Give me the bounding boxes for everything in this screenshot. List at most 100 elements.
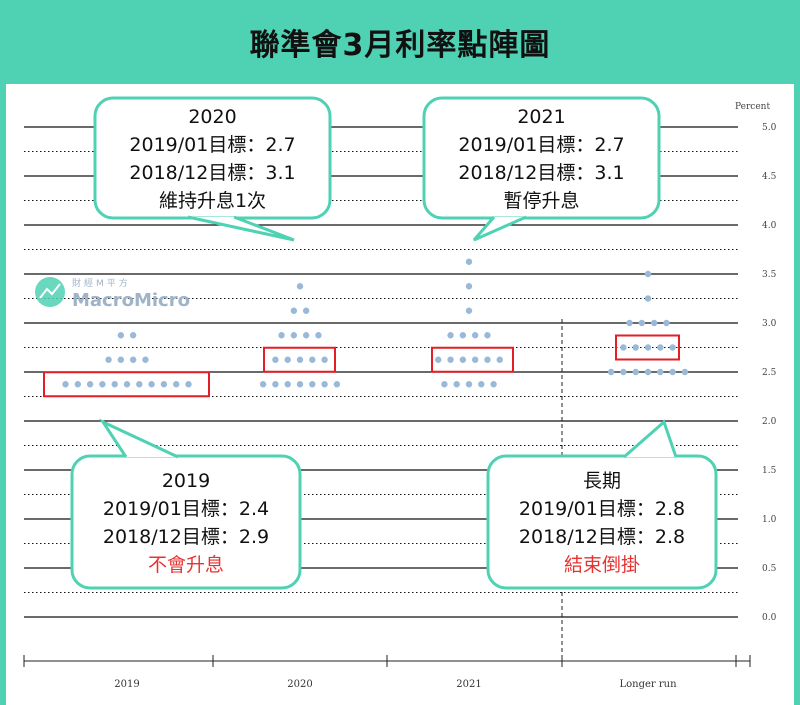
logo-brand-text: MacroMicro xyxy=(72,290,190,311)
fomc-dot xyxy=(465,283,473,290)
callout-text-line: 2018/12目標：3.1 xyxy=(129,162,295,184)
fomc-dot xyxy=(290,307,298,314)
callout-text-line: 2018/12目標：2.9 xyxy=(103,526,269,548)
fomc-dot xyxy=(309,381,316,388)
fomc-dot xyxy=(644,295,652,302)
callout-tail xyxy=(187,215,295,242)
fomc-dot xyxy=(296,283,304,290)
median-highlight-box xyxy=(431,346,514,373)
callout-tail-fill xyxy=(624,422,676,457)
callout-text-line: 2018/12目標：3.1 xyxy=(458,162,624,184)
fomc-dot xyxy=(681,368,689,376)
fomc-dot xyxy=(315,332,322,339)
fomc-dot xyxy=(111,381,118,388)
fomc-dot xyxy=(74,381,82,388)
fomc-dot xyxy=(302,332,310,339)
fomc-dot xyxy=(321,381,328,388)
callout-tail xyxy=(472,215,527,242)
fomc-dot xyxy=(632,368,639,376)
fomc-dot xyxy=(484,356,491,363)
fomc-dot xyxy=(173,381,180,388)
fomc-dot xyxy=(663,319,670,327)
fomc-dot xyxy=(607,368,615,376)
callout-2019: 2019 2019/01目標：2.4 2018/12目標：2.9 不會升息 xyxy=(70,418,302,590)
fomc-dot xyxy=(650,319,658,327)
fomc-dot xyxy=(632,344,639,351)
title-bar: 聯準會3月利率點陣圖 xyxy=(0,0,800,84)
fomc-dot xyxy=(136,381,143,388)
fomc-dot xyxy=(644,270,652,278)
fomc-dot xyxy=(435,356,442,363)
y-tick-label: 3.0 xyxy=(762,319,777,329)
callout-text-line: 維持升息1次 xyxy=(159,190,266,212)
callout-text-line: 2021 xyxy=(517,106,565,128)
fomc-dot xyxy=(272,381,279,388)
y-tick-label: 1.5 xyxy=(762,466,777,476)
fomc-dot xyxy=(478,381,485,388)
fomc-dot xyxy=(465,381,473,388)
fomc-dot xyxy=(626,319,633,327)
y-tick-label: 4.0 xyxy=(762,221,777,231)
fomc-dot xyxy=(657,344,664,351)
fomc-dot xyxy=(459,332,467,339)
fomc-dot xyxy=(441,381,448,388)
callout-bubble xyxy=(70,454,302,590)
fomc-dot xyxy=(129,332,137,339)
fomc-dot xyxy=(453,381,460,388)
fomc-dot xyxy=(496,356,503,363)
fomc-dot xyxy=(284,381,291,388)
fomc-dot xyxy=(185,381,192,388)
page-title: 聯準會3月利率點陣圖 xyxy=(249,28,551,63)
fomc-dot xyxy=(309,356,316,363)
logo-small-text: 財經M平方 xyxy=(72,277,131,289)
fomc-dot xyxy=(490,381,497,388)
fomc-dot xyxy=(638,319,646,327)
y-tick-label: 5.0 xyxy=(762,123,777,133)
fomc-dot xyxy=(302,307,310,314)
callout-text-line: 結束倒掛 xyxy=(564,554,640,576)
fomc-dot xyxy=(620,368,627,376)
y-tick-label: 2.5 xyxy=(762,368,777,378)
logo-chart-icon xyxy=(39,283,61,299)
fomc-dot xyxy=(321,356,328,363)
callout-2021: 2021 2019/01目標：2.7 2018/12目標：3.1 暫停升息 xyxy=(422,96,661,242)
median-highlight-box xyxy=(263,346,336,373)
fomc-dot xyxy=(284,356,291,363)
fomc-dot xyxy=(160,381,168,388)
fomc-dot xyxy=(644,344,652,351)
fomc-dot xyxy=(669,368,676,376)
fomc-dot xyxy=(447,356,454,363)
callout-text-line: 2019/01目標：2.7 xyxy=(458,134,624,156)
fomc-dot xyxy=(459,356,467,363)
fomc-dot xyxy=(471,356,479,363)
x-category-label: 2020 xyxy=(287,679,312,690)
callout-tail xyxy=(623,419,678,459)
fomc-dot xyxy=(99,381,106,388)
dot-plot-chart: 5.0 4.5 4.0 3.5 3.0 2.5 2.0 1.5 1.0 0.5 0.0 Percent… xyxy=(23,96,777,690)
fomc-dot xyxy=(296,356,304,363)
fomc-dot xyxy=(290,332,298,339)
callout-tail xyxy=(98,418,179,459)
callout-text-line: 2019/01目標：2.7 xyxy=(129,134,295,156)
callout-text-line: 2019 xyxy=(162,470,210,492)
median-highlight-box xyxy=(615,334,680,361)
x-category-label: 2021 xyxy=(456,679,481,690)
chart-panel: 5.0 4.5 4.0 3.5 3.0 2.5 2.0 1.5 1.0 0.5 0.0 Percent… xyxy=(6,84,794,705)
x-category-label: 2019 xyxy=(114,679,139,690)
y-axis-label: Percent xyxy=(735,102,770,112)
y-tick-label: 2.0 xyxy=(762,417,777,427)
fomc-dot xyxy=(86,381,94,388)
callout-2020: 2020 2019/01目標：2.7 2018/12目標：3.1 維持升息1次 xyxy=(93,96,332,242)
callout-bubble xyxy=(422,96,661,220)
callout-text-line: 2019/01目標：2.4 xyxy=(103,498,269,520)
fomc-dot xyxy=(447,332,454,339)
callout-bubble xyxy=(486,454,718,590)
y-tick-label: 0.0 xyxy=(762,613,777,623)
fomc-dot xyxy=(465,258,473,265)
y-tick-label: 0.5 xyxy=(762,564,777,574)
fomc-dot xyxy=(296,381,304,388)
fomc-dot xyxy=(471,332,479,339)
fomc-dot xyxy=(620,344,627,351)
fomc-dot xyxy=(105,356,112,363)
